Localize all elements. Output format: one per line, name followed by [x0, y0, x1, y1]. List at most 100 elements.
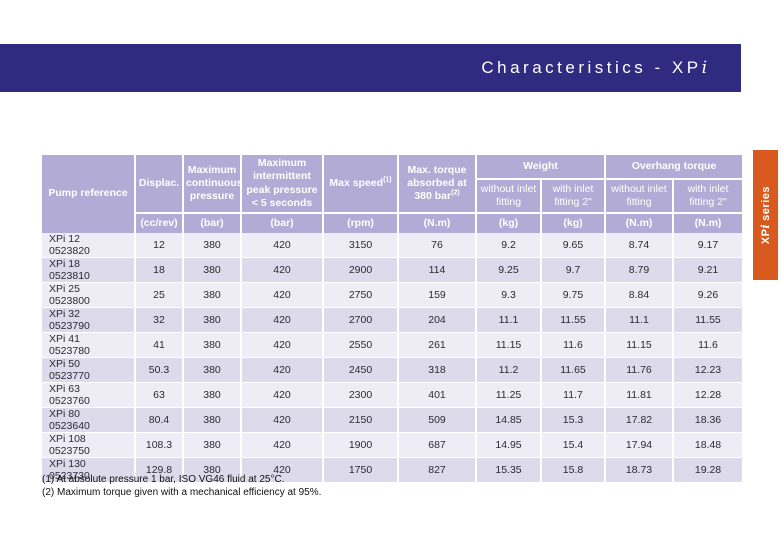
table-cell: 380	[183, 382, 242, 408]
table-cell: 32	[135, 307, 184, 333]
table-cell: 509	[398, 407, 477, 433]
table-cell: 420	[241, 257, 324, 283]
header-row-groups: Pump reference Displac. Maximum continuo…	[42, 155, 743, 233]
table-cell: 114	[398, 257, 477, 283]
pump-model: XPi 18	[49, 258, 80, 270]
table-cell: 25	[135, 282, 184, 308]
table-cell: 8.74	[605, 233, 674, 258]
table-cell: 318	[398, 357, 477, 383]
table-cell: 11.7	[541, 382, 606, 408]
table-cell: 827	[398, 457, 477, 483]
table-cell: 159	[398, 282, 477, 308]
col-weight-without-fitting: without inlet fitting	[476, 178, 542, 213]
table-cell: 17.82	[605, 407, 674, 433]
pump-code: 0523800	[49, 295, 90, 307]
col-group-overhang-torque: Overhang torque	[605, 155, 743, 179]
table-cell: 11.15	[476, 332, 542, 358]
pump-reference-cell: XPi 410523780	[42, 332, 136, 358]
table-cell: 420	[241, 457, 324, 483]
table-cell: 2700	[323, 307, 399, 333]
unit-max-torque: (N.m)	[398, 212, 477, 233]
table-cell: 63	[135, 382, 184, 408]
table-cell: 9.2	[476, 233, 542, 258]
table-cell: 11.2	[476, 357, 542, 383]
pump-code: 0523640	[49, 420, 90, 432]
table-cell: 687	[398, 432, 477, 458]
table-cell: 18	[135, 257, 184, 283]
page-title-i-glyph: i	[701, 58, 707, 78]
unit-max-intermittent-pressure: (bar)	[241, 212, 324, 233]
col-max-continuous-pressure: Maximum continuous pressure	[183, 155, 243, 213]
pump-code: 0523780	[49, 345, 90, 357]
table-cell: 9.26	[673, 282, 743, 308]
col-max-torque: Max. torque absorbed at 380 bar(2)	[398, 155, 477, 213]
col-pump-reference: Pump reference	[42, 155, 136, 233]
table-cell: 15.8	[541, 457, 606, 483]
pump-code: 0523760	[49, 395, 90, 407]
table-cell: 9.7	[541, 257, 606, 283]
table-cell: 401	[398, 382, 477, 408]
table-cell: 18.73	[605, 457, 674, 483]
col-weight-with-fitting: with inlet fitting 2"	[541, 178, 606, 213]
pump-reference-cell: XPi 250523800	[42, 282, 136, 308]
page-title-text: Characteristics - XP	[481, 58, 702, 77]
table-cell: 12.23	[673, 357, 743, 383]
table-body: XPi 120523820 12 380 420 3150 76 9.2 9.65 8.74 9.…	[42, 233, 743, 483]
pump-reference-cell: XPi 120523820	[42, 233, 136, 258]
col-max-torque-footnote-ref: (2)	[451, 189, 460, 197]
table-cell: 380	[183, 407, 242, 433]
table-cell: 8.79	[605, 257, 674, 283]
pump-reference-cell: XPi 320523790	[42, 307, 136, 333]
table-cell: 420	[241, 382, 324, 408]
table-cell: 9.21	[673, 257, 743, 283]
table-cell: 9.17	[673, 233, 743, 258]
table-cell: 9.65	[541, 233, 606, 258]
table-row: XPi 180523810 18 380 420 2900 114 9.25 9.7 8.79 9…	[42, 257, 743, 283]
table-cell: 380	[183, 432, 242, 458]
table-cell: 19.28	[673, 457, 743, 483]
table-cell: 2550	[323, 332, 399, 358]
table-cell: 11.15	[605, 332, 674, 358]
table-cell: 15.35	[476, 457, 542, 483]
pump-model: XPi 32	[49, 308, 80, 320]
pump-reference-cell: XPi 800523640	[42, 407, 136, 433]
table-cell: 380	[183, 357, 242, 383]
table-cell: 50.3	[135, 357, 184, 383]
table-cell: 2900	[323, 257, 399, 283]
table-row: XPi 1300523730 129.8 380 420 1750 827 15.35 15.…	[42, 457, 743, 483]
table-cell: 11.1	[605, 307, 674, 333]
side-tab-i-glyph: i	[759, 224, 772, 229]
table-row: XPi 800523640 80.4 380 420 2150 509 14.85 15.3 1…	[42, 407, 743, 433]
table-cell: 380	[183, 307, 242, 333]
table-cell: 14.95	[476, 432, 542, 458]
unit-weight-with: (kg)	[541, 212, 606, 233]
pump-model: XPi 63	[49, 383, 80, 395]
col-overhang-without-fitting: without inlet fitting	[605, 178, 674, 213]
table-row: XPi 410523780 41 380 420 2550 261 11.15 11.6 11.…	[42, 332, 743, 358]
pump-reference-cell: XPi 180523810	[42, 257, 136, 283]
pump-code: 0523730	[49, 470, 90, 482]
page-title-bar: Characteristics - XPi	[0, 44, 741, 92]
pump-code: 0523810	[49, 270, 90, 282]
table-cell: 12	[135, 233, 184, 258]
table-cell: 15.3	[541, 407, 606, 433]
table-cell: 380	[183, 282, 242, 308]
table-row: XPi 120523820 12 380 420 3150 76 9.2 9.65 8.74 9.…	[42, 233, 743, 258]
header-row-units: (cc/rev) (bar) (bar) (rpm) (N.m) (kg) (k…	[42, 212, 743, 233]
table-cell: 420	[241, 307, 324, 333]
table-cell: 12.28	[673, 382, 743, 408]
table-cell: 18.36	[673, 407, 743, 433]
side-tab-suffix: series	[760, 185, 772, 225]
table-cell: 11.65	[541, 357, 606, 383]
pump-model: XPi 80	[49, 408, 80, 420]
table-row: XPi 630523760 63 380 420 2300 401 11.25 11.7 11.…	[42, 382, 743, 408]
col-max-speed-label: Max speed	[329, 176, 384, 189]
table-cell: 420	[241, 432, 324, 458]
table-cell: 11.1	[476, 307, 542, 333]
table-cell: 11.76	[605, 357, 674, 383]
table-row: XPi 320523790 32 380 420 2700 204 11.1 11.55 11.…	[42, 307, 743, 333]
footnotes: (1) At absolute pressure 1 bar, ISO VG46…	[42, 473, 321, 499]
table-cell: 2450	[323, 357, 399, 383]
col-group-weight: Weight	[476, 155, 606, 179]
table-cell: 380	[183, 257, 242, 283]
